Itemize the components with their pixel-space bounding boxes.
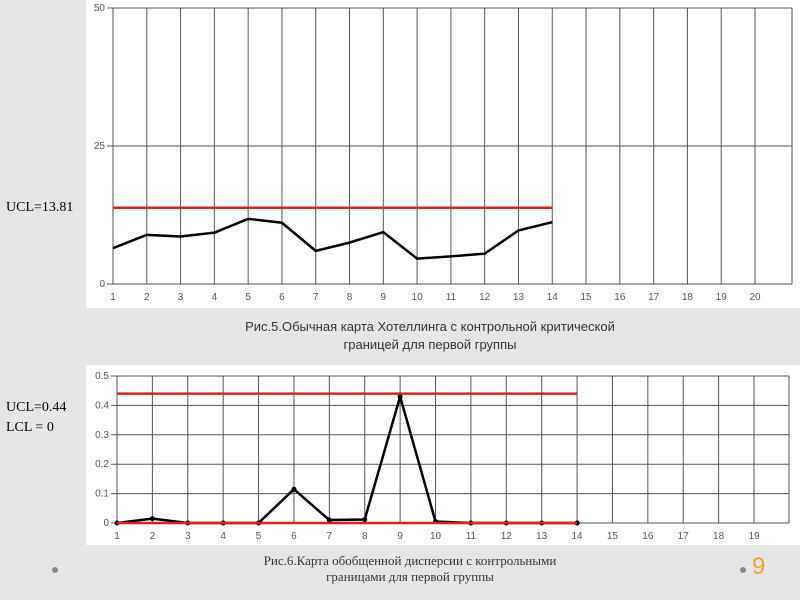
chart1-panel: 1 2 3 4 5 6 7 8 9 10 11 12 13 14 15 16 17 18 19 20 0 25 50 xyxy=(86,0,800,308)
chart2-panel: 1 2 3 4 5 6 7 8 9 10 11 12 13 14 15 16 17 18 19 0 0.1 0.2 0.3 0… xyxy=(86,365,800,545)
c2-xtick-6: 6 xyxy=(291,531,297,542)
c1-xtick-7: 7 xyxy=(313,292,319,303)
c2-xtick-2: 2 xyxy=(150,531,156,542)
c1-xtick-19: 19 xyxy=(716,292,728,303)
figure5-caption-line1: Рис.5.Обычная карта Хотеллинга с контрол… xyxy=(245,319,615,334)
c2-xtick-19: 19 xyxy=(748,531,760,542)
c1-xtick-10: 10 xyxy=(412,292,424,303)
c2-data-line xyxy=(116,395,578,525)
c2-xtick-17: 17 xyxy=(678,531,690,542)
variance-chart: 1 2 3 4 5 6 7 8 9 10 11 12 13 14 15 16 17 18 1900.10.20.30… xyxy=(95,371,790,542)
c2-xtick-18: 18 xyxy=(713,531,725,542)
c2-xtick-13: 13 xyxy=(536,531,548,542)
c2-xtick-8: 8 xyxy=(362,531,368,542)
figure5-caption-line2: границей для первой группы xyxy=(343,337,517,352)
ucl1-label: UCL=13.81 xyxy=(6,200,74,215)
c1-xtick-3: 3 xyxy=(178,292,184,303)
c2-xtick-15: 15 xyxy=(607,531,619,542)
c2-ytick-0.5: 0.5 xyxy=(95,371,109,382)
c2-ytick-0.1: 0.1 xyxy=(95,489,109,500)
ucl2-label: UCL=0.44 xyxy=(6,400,67,415)
c1-ytick-0: 0 xyxy=(99,279,105,290)
c2-xtick-11: 11 xyxy=(466,531,477,542)
c1-xtick-18: 18 xyxy=(682,292,694,303)
figure5-caption: Рис.5.Обычная карта Хотеллинга с контрол… xyxy=(180,318,680,354)
c1-xtick-11: 11 xyxy=(446,292,457,303)
c2-xtick-7: 7 xyxy=(327,531,333,542)
c2-ytick-0.2: 0.2 xyxy=(95,459,109,470)
c1-xtick-1: 1 xyxy=(110,292,116,303)
decorative-dot-left xyxy=(52,567,58,573)
c1-xtick-4: 4 xyxy=(212,292,218,303)
c1-xtick-17: 17 xyxy=(648,292,660,303)
c1-xtick-13: 13 xyxy=(513,292,525,303)
c1-ytick-25: 25 xyxy=(94,141,106,152)
c2-point-8 xyxy=(362,516,368,522)
decorative-dot-right xyxy=(740,567,746,573)
c2-xtick-9: 9 xyxy=(397,531,403,542)
c2-xtick-12: 12 xyxy=(501,531,513,542)
c2-point-9 xyxy=(397,394,403,400)
c1-xtick-15: 15 xyxy=(580,292,592,303)
c2-xtick-5: 5 xyxy=(256,531,262,542)
c2-xtick-3: 3 xyxy=(185,531,191,542)
c1-xtick-5: 5 xyxy=(245,292,251,303)
c1-xtick-16: 16 xyxy=(614,292,626,303)
c2-xtick-4: 4 xyxy=(220,531,226,542)
lcl2-label: LCL = 0 xyxy=(6,420,54,435)
c2-point-7 xyxy=(326,517,332,523)
c2-xtick-16: 16 xyxy=(642,531,654,542)
c1-xtick-8: 8 xyxy=(347,292,353,303)
c1-xtick-2: 2 xyxy=(144,292,150,303)
c1-xtick-12: 12 xyxy=(479,292,491,303)
c1-data-line xyxy=(112,217,553,260)
c2-ytick-0.4: 0.4 xyxy=(95,400,109,411)
figure6-caption-line1: Рис.6.Карта обобщенной дисперсии с контр… xyxy=(263,553,557,568)
c2-xtick-10: 10 xyxy=(430,531,442,542)
figure6-caption: Рис.6.Карта обобщенной дисперсии с контр… xyxy=(170,553,650,585)
c1-xtick-20: 20 xyxy=(749,292,761,303)
c1-xtick-6: 6 xyxy=(279,292,285,303)
c1-xtick-9: 9 xyxy=(381,292,387,303)
c2-ytick-0: 0 xyxy=(103,518,109,529)
c2-xtick-14: 14 xyxy=(571,531,583,542)
c2-point-6 xyxy=(291,486,297,492)
figure6-caption-line2: границами для первой группы xyxy=(326,569,494,584)
c1-ytick-50: 50 xyxy=(94,3,106,14)
c2-point-2 xyxy=(149,516,155,522)
c1-xtick-14: 14 xyxy=(547,292,559,303)
c2-ytick-0.3: 0.3 xyxy=(95,430,109,441)
page-number: 9 xyxy=(752,553,766,580)
c2-xtick-1: 1 xyxy=(114,531,120,542)
